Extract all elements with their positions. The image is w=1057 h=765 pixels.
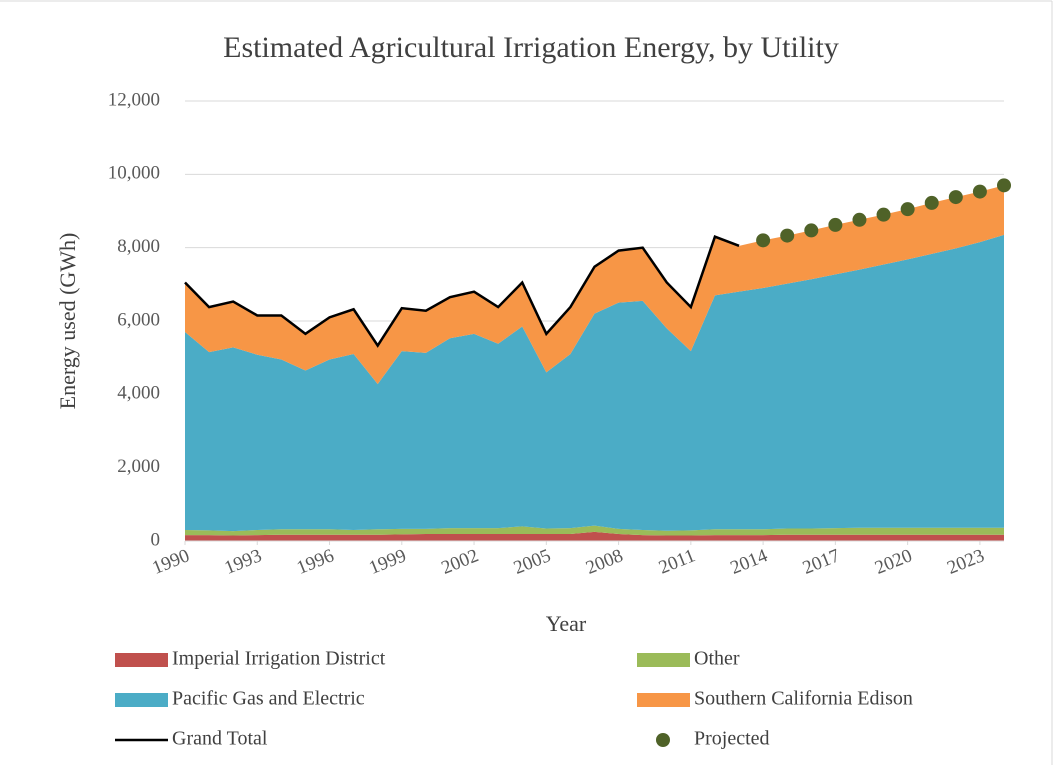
line xyxy=(184,235,740,348)
legend-label: Pacific Gas and Electric xyxy=(172,688,365,710)
x-tick-label: 2017 xyxy=(800,545,843,579)
area xyxy=(185,525,1004,536)
x-axis-label: Year xyxy=(546,611,587,636)
x-tick-label: 2005 xyxy=(511,545,554,579)
point xyxy=(924,195,939,210)
y-tick-label: 8,000 xyxy=(117,236,160,257)
area xyxy=(185,531,1004,541)
point xyxy=(756,233,771,248)
area xyxy=(185,185,1004,385)
y-tick-label: 6,000 xyxy=(117,309,160,330)
x-tick-label: 1999 xyxy=(366,545,409,579)
legend-swatch xyxy=(115,693,168,707)
x-tick-label: 2008 xyxy=(583,545,626,579)
legend-swatch xyxy=(637,693,690,707)
point xyxy=(876,207,891,222)
x-tick-label: 2020 xyxy=(872,545,915,579)
y-tick-label: 0 xyxy=(151,529,161,550)
point xyxy=(828,217,843,232)
y-tick-label: 4,000 xyxy=(117,383,160,404)
x-tick-label: 1993 xyxy=(222,545,265,579)
x-tick-label: 2011 xyxy=(656,545,698,578)
legend-swatch xyxy=(637,653,690,667)
chart-title: Estimated Agricultural Irrigation Energy… xyxy=(223,31,839,64)
x-tick-label: 2014 xyxy=(728,545,772,579)
legend-swatch xyxy=(115,653,168,667)
point xyxy=(948,190,963,205)
legend-label: Other xyxy=(694,648,740,670)
x-tick-label: 2023 xyxy=(944,545,987,579)
legend-label: Imperial Irrigation District xyxy=(172,648,386,670)
legend-swatch xyxy=(656,733,670,747)
point xyxy=(997,178,1011,193)
point xyxy=(972,184,987,199)
y-tick-label: 2,000 xyxy=(117,456,160,477)
point xyxy=(852,212,867,227)
area xyxy=(185,234,1004,532)
point xyxy=(804,223,819,238)
legend-label: Southern California Edison xyxy=(694,688,913,710)
x-tick-label: 1996 xyxy=(294,545,337,579)
point xyxy=(900,202,915,217)
y-tick-label: 10,000 xyxy=(108,163,160,184)
y-axis-label: Energy used (GWh) xyxy=(55,233,80,410)
legend-label: Projected xyxy=(694,728,770,750)
point xyxy=(780,228,795,243)
y-tick-label: 12,000 xyxy=(108,89,160,110)
legend-label: Grand Total xyxy=(172,728,268,750)
x-tick-label: 2002 xyxy=(438,545,481,579)
